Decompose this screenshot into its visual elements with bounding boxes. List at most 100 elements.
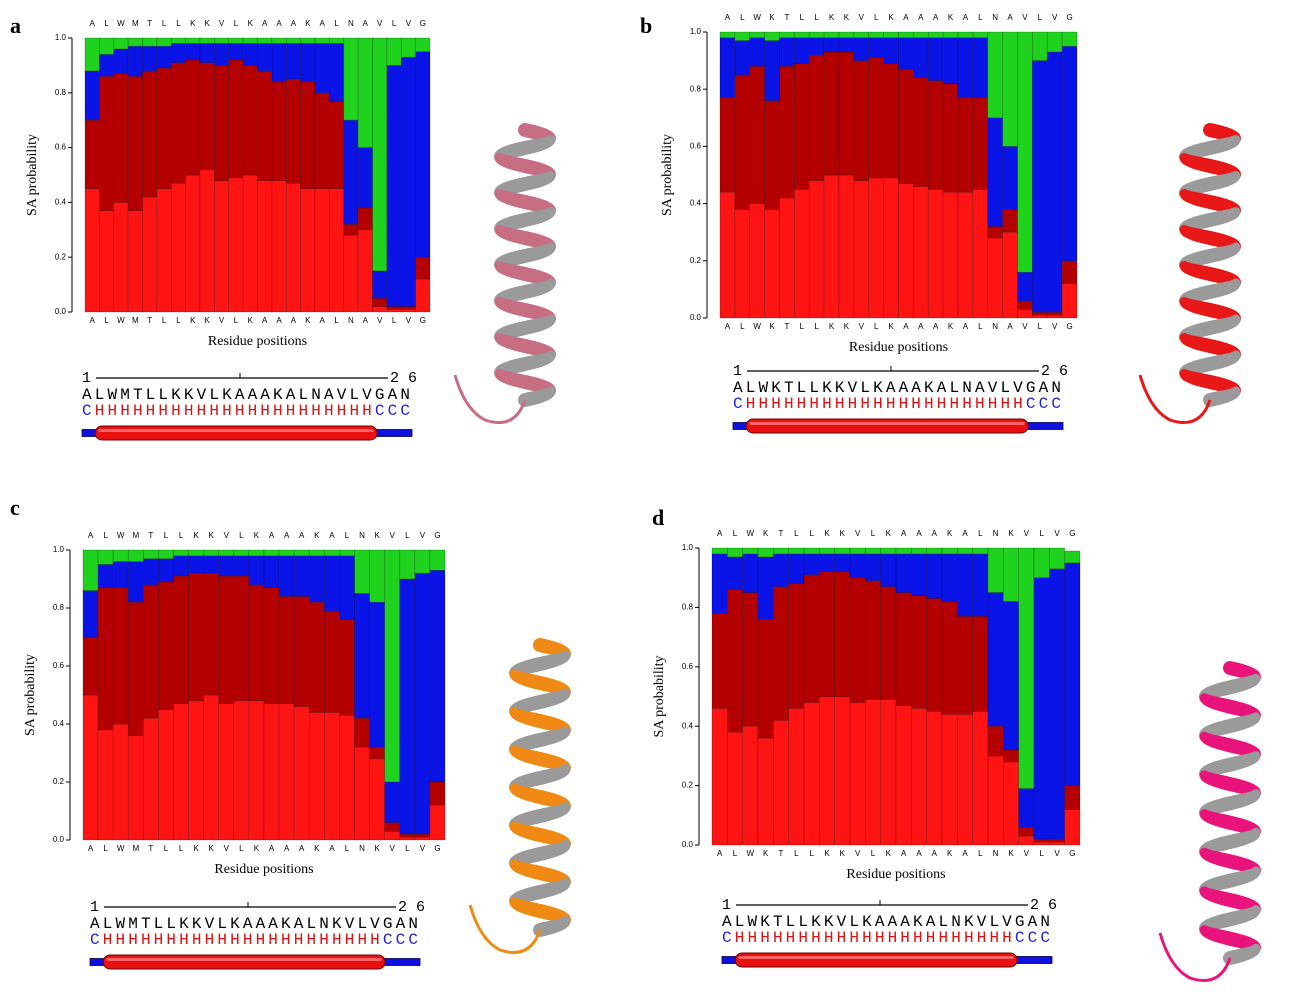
bar-segment [749, 37, 765, 67]
bar-segment [99, 76, 115, 211]
bar-segment [127, 549, 144, 562]
bar-segment [127, 45, 143, 77]
bar-segment [233, 555, 250, 577]
bar-segment [97, 729, 114, 841]
x-tick-label-top: A [963, 13, 969, 22]
bar-segment [127, 561, 144, 603]
bar-segment [849, 702, 866, 846]
bar-segment [324, 610, 340, 713]
bar-segment [838, 31, 855, 39]
bar-segment [339, 619, 355, 716]
x-tick-label-top: V [406, 19, 412, 28]
bar-segment [127, 76, 143, 211]
sequence: ALWMTLLKKVLKAAAKALNKVLVGAN [90, 915, 418, 933]
x-tick-label-top: L [978, 13, 983, 22]
bar-segment [927, 80, 944, 190]
bar-segment [357, 37, 373, 148]
bar-segment [343, 37, 359, 121]
bar-segment [757, 547, 774, 558]
bar-segment [343, 119, 359, 225]
y-tick-label: 0.4 [53, 719, 65, 728]
bar-segment [257, 180, 273, 313]
x-tick-label: L [978, 322, 983, 331]
bar-segment [429, 804, 446, 841]
bar-segment [429, 569, 446, 783]
bar-segment [308, 555, 325, 603]
bar-segment [308, 601, 325, 713]
bar-segment [257, 70, 273, 181]
x-tick-label: V [219, 316, 225, 325]
bar-segment [926, 547, 943, 555]
secondary-structure: C HHHHHHHHHHHHHHHHHHHHHH CCC [82, 402, 410, 420]
x-tick-label-top: A [903, 13, 909, 22]
bar-segment [1064, 550, 1081, 564]
bar-segment [415, 37, 431, 52]
x-tick-label-top: G [1069, 529, 1075, 538]
x-tick-label-top: K [829, 13, 835, 22]
x-tick-label: N [992, 322, 998, 331]
ss-start: C [722, 929, 732, 947]
bar-segment [400, 37, 416, 58]
bar-segment [883, 177, 899, 319]
bar-segment [808, 54, 825, 182]
bar-segment [82, 636, 99, 696]
bar-segment [386, 308, 402, 313]
bar-segment [742, 725, 759, 846]
x-tick-label-top: V [1024, 529, 1030, 538]
x-tick-label-top: L [164, 531, 169, 540]
x-tick-label-top: L [740, 13, 745, 22]
bar-segment [1061, 283, 1078, 319]
bar-segment [158, 581, 174, 710]
bar-segment [158, 549, 174, 559]
bar-segment [142, 196, 158, 313]
x-tick-label: K [190, 316, 196, 325]
bar-segment [97, 587, 114, 731]
bar-segment [228, 43, 244, 61]
y-tick-label: 0.8 [682, 603, 694, 612]
bar-segment [972, 31, 989, 39]
bar-segment [257, 43, 273, 72]
bar-segment [711, 553, 728, 614]
panel-label: c [10, 495, 20, 520]
x-tick-label: G [1066, 322, 1072, 331]
x-tick-label: K [374, 844, 380, 853]
bar-segment [987, 31, 1003, 119]
secondary-structure: C HHHHHHHHHHHHHHHHHHHHHH CCC [722, 929, 1050, 947]
x-tick-label: A [903, 322, 909, 331]
x-tick-label-top: A [918, 13, 924, 22]
bar-segment [742, 553, 759, 593]
x-tick-label: A [262, 316, 268, 325]
x-tick-label-top: A [717, 529, 723, 538]
bar-segment [278, 555, 295, 597]
x-tick-label: A [918, 322, 924, 331]
bar-segment [248, 700, 265, 841]
bar-segment [214, 180, 230, 313]
bar-segment [170, 62, 186, 184]
bar-segment [941, 714, 958, 846]
sequence-start: 1 [722, 897, 731, 914]
bar-segment [228, 37, 244, 44]
x-tick-label-top: L [405, 531, 410, 540]
bar-segment [218, 703, 235, 841]
bar-segment [865, 580, 881, 700]
x-tick-label-top: K [193, 531, 199, 540]
x-tick-label: W [747, 849, 755, 858]
x-tick-label-top: L [1039, 529, 1044, 538]
x-tick-label: L [1038, 322, 1043, 331]
bar-segment [112, 549, 129, 562]
bar-segment [742, 592, 759, 727]
x-tick-label-top: K [763, 529, 769, 538]
bar-segment [779, 31, 795, 39]
x-tick-label: M [132, 316, 139, 325]
bar-segment [711, 613, 728, 709]
y-tick-label: 1.0 [53, 545, 65, 554]
bar-segment [185, 37, 201, 44]
x-axis-label: Residue positions [849, 340, 948, 355]
bar-segment [764, 209, 780, 319]
bar-segment [156, 67, 172, 189]
x-tick-label: V [224, 844, 230, 853]
bar-segment [199, 169, 215, 313]
x-tick-label: A [1007, 322, 1013, 331]
bar-segment [957, 37, 974, 99]
